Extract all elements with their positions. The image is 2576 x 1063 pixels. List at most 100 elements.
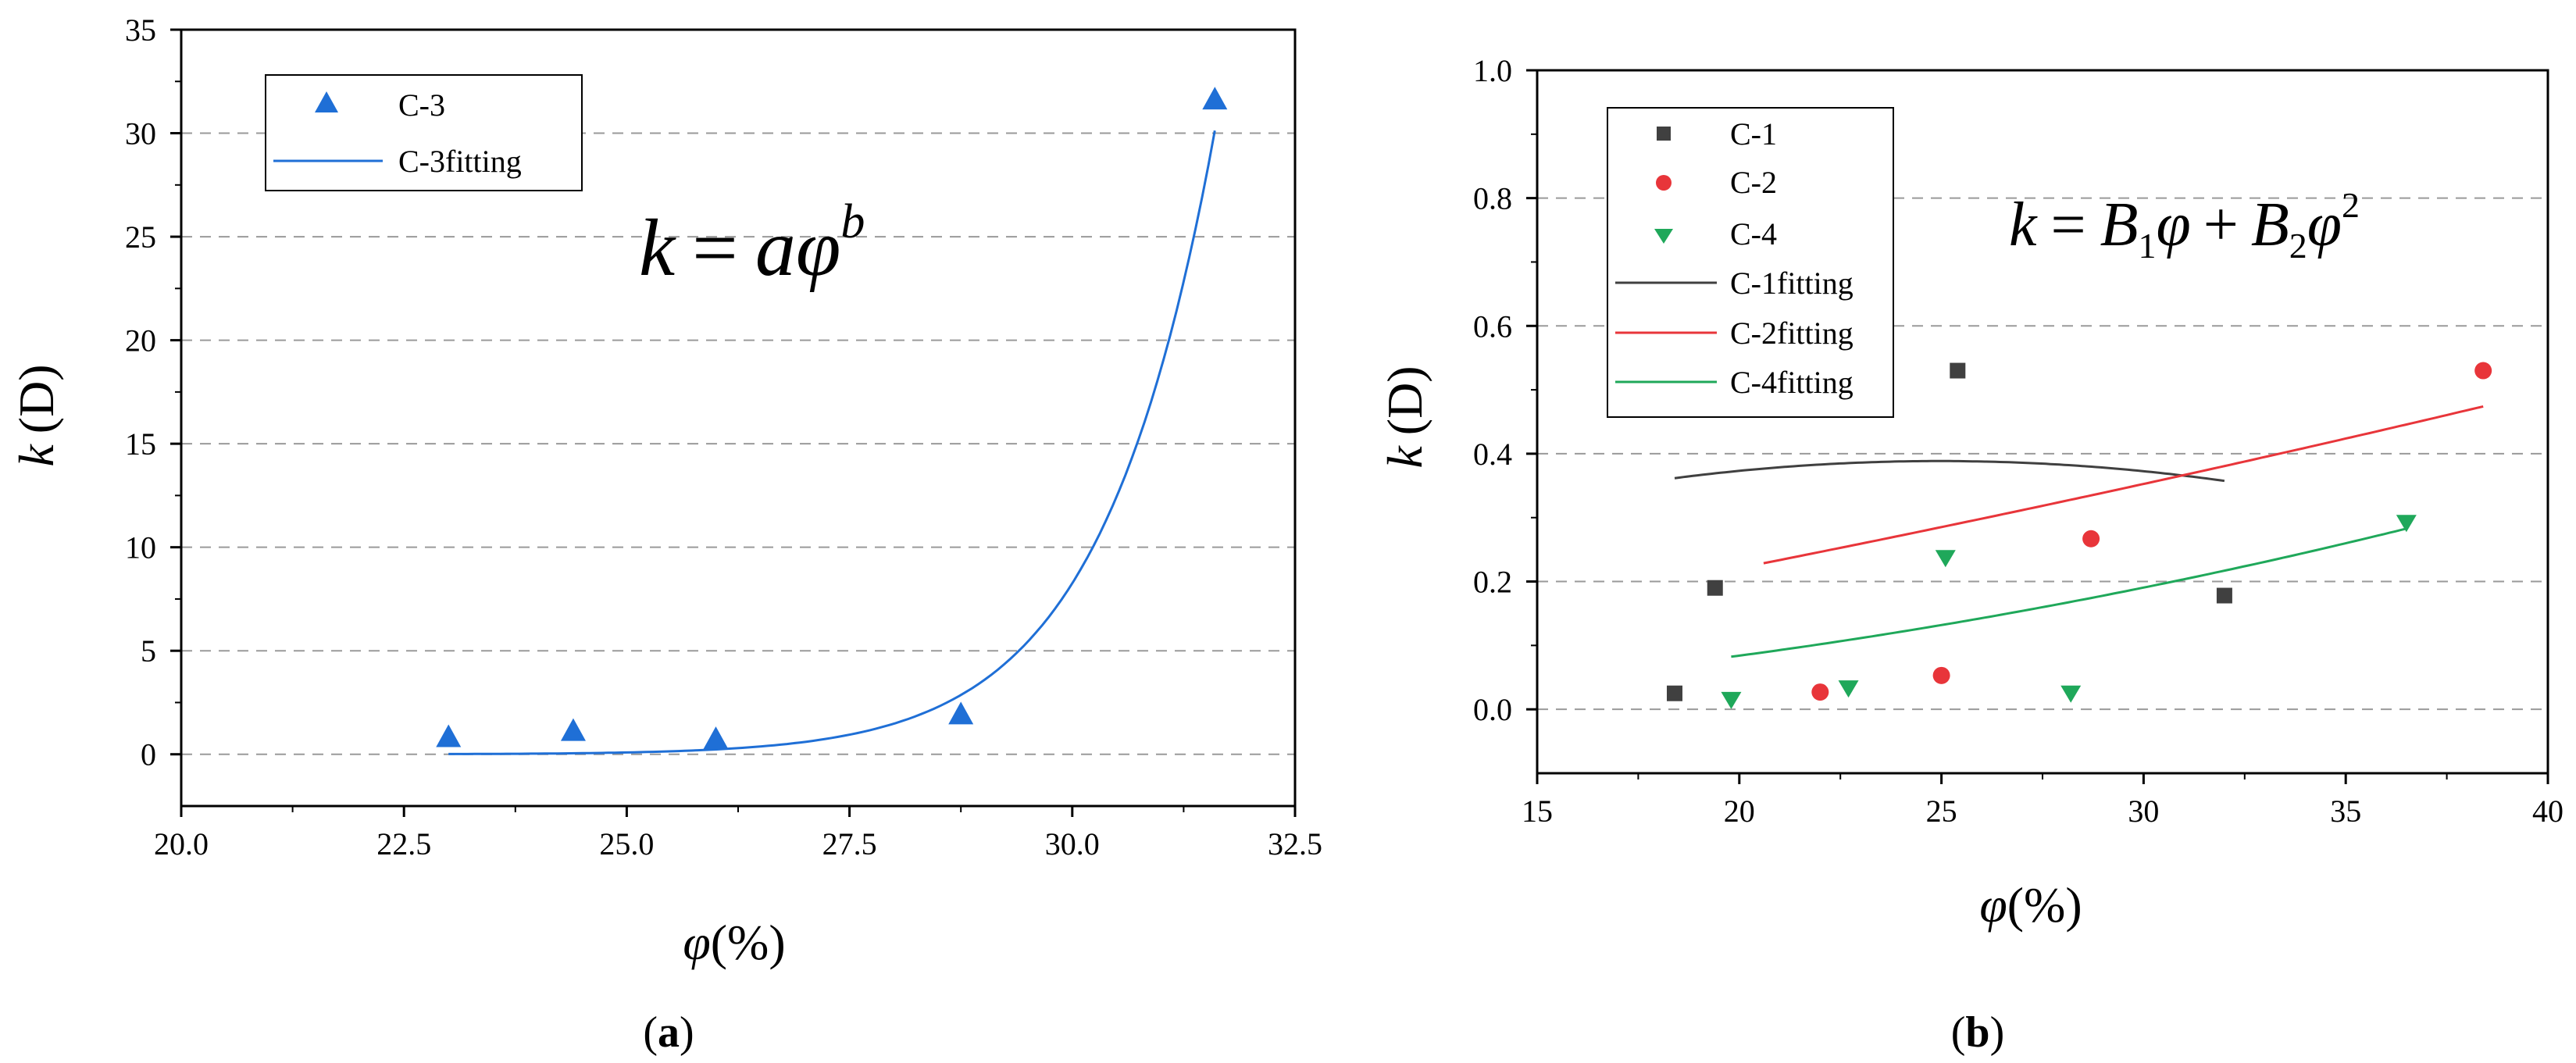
chart-b-y-tick-label: 0.6	[1473, 309, 1512, 344]
chart-a-y-tick-label: 35	[125, 12, 156, 48]
chart-b-point-c-4	[1721, 691, 1742, 709]
chart-a-fit-c-3fitting	[448, 130, 1216, 755]
chart-b-legend-marker-c2	[1656, 175, 1672, 191]
chart-b-formula-b2-sub: 2	[2289, 226, 2307, 266]
chart-b-y-tick-label: 0.4	[1473, 437, 1512, 472]
chart-a-y-tick-label: 15	[125, 426, 156, 462]
chart-b-data-points	[1666, 362, 2492, 709]
chart-a-gridlines	[181, 132, 1295, 755]
chart-b-point-c-2	[2082, 530, 2100, 548]
chart-b-point-c-2	[1932, 666, 1950, 684]
chart-b-legend: C-1 C-2 C-4 C-1fitting C-2fitting C-4fit…	[1607, 107, 1894, 418]
chart-a-legend-marker-c3	[315, 91, 338, 112]
chart-a-legend-box	[265, 74, 583, 191]
chart-a-ticks: 0 5 10 15 20 25 30 35 20.0 22.5 25.0 27.5 30.0 32.5	[125, 12, 1322, 861]
chart-a-fit-curves	[448, 130, 1216, 755]
chart-a-point-c-3	[703, 726, 729, 750]
chart-b-legend-label-c4: C-4	[1730, 216, 1777, 251]
chart-a-y-tick-label: 10	[125, 530, 156, 565]
chart-b-ticks: 0.0 0.2 0.4 0.6 0.8 1.0 15 20 25 30 35 40	[1473, 53, 2564, 829]
chart-b-formula-plus: +	[2203, 191, 2239, 259]
chart-b-y-axis-symbol: k	[1377, 445, 1432, 469]
chart-b-formula-var2: φ	[2307, 191, 2342, 259]
chart-b-x-tick-label: 25	[1926, 794, 1957, 829]
chart-b-formula-b1: B	[2100, 191, 2139, 259]
chart-b-y-axis-title: k (D)	[1377, 366, 1432, 468]
chart-b-formula-b1-sub: 1	[2139, 226, 2157, 266]
chart-b-x-tick-label: 20	[1724, 794, 1755, 829]
chart-b-point-c-4	[1838, 680, 1859, 698]
chart-b-x-axis-symbol: φ	[1979, 877, 2007, 933]
chart-b-formula-var1: φ	[2157, 191, 2191, 259]
chart-a-legend: C-3 C-3fitting	[265, 74, 583, 191]
chart-a: 0 5 10 15 20 25 30 35 20.0 22.5 25.0 27.5 30.0 32.5 k…	[9, 12, 1322, 1057]
chart-b-y-tick-label: 0.2	[1473, 565, 1512, 600]
chart-b-fit-c-4fitting	[1731, 527, 2407, 658]
chart-b-fit-c-2fitting	[1763, 405, 2484, 565]
chart-b-point-c-2	[1811, 683, 1829, 701]
chart-b-x-tick-label: 30	[2128, 794, 2159, 829]
chart-b-point-c-4	[2060, 685, 2082, 703]
chart-a-y-tick-label: 0	[141, 737, 156, 772]
chart-a-x-tick-label: 20.0	[154, 826, 209, 861]
chart-a-y-tick-label: 30	[125, 116, 156, 152]
chart-a-y-tick-label: 20	[125, 323, 156, 358]
chart-b-legend-box	[1607, 107, 1894, 418]
chart-b-x-tick-label: 35	[2330, 794, 2361, 829]
chart-a-data-points	[436, 87, 1228, 750]
chart-b-legend-label-c1-fitting: C-1fitting	[1730, 266, 1854, 301]
chart-a-x-tick-label: 32.5	[1268, 826, 1322, 861]
chart-b-point-c-4	[2396, 515, 2417, 533]
chart-a-legend-label-c3: C-3	[398, 87, 445, 123]
chart-b-y-tick-label: 0.0	[1473, 692, 1512, 727]
chart-b-y-tick-label: 1.0	[1473, 53, 1512, 88]
chart-b-legend-label-c1: C-1	[1730, 116, 1777, 152]
chart-b-point-c-1	[2216, 587, 2232, 604]
chart-a-point-c-3	[1202, 87, 1228, 110]
chart-a-x-tick-label: 22.5	[376, 826, 431, 861]
chart-b-x-tick-label: 40	[2532, 794, 2564, 829]
chart-a-y-axis-symbol: k	[9, 444, 64, 467]
chart-b-legend-label-c2: C-2	[1730, 165, 1777, 200]
chart-a-x-axis-unit: (%)	[711, 915, 786, 970]
chart-a-y-tick-label: 5	[141, 633, 156, 669]
chart-a-x-axis-symbol: φ	[683, 915, 710, 970]
chart-b: 0.00.20.40.60.81.015 20 25 30 35 40 k(D) φ(%)…	[1377, 53, 2564, 1057]
chart-b-point-c-1	[1950, 362, 1966, 379]
chart-a-formula-eq: =	[692, 203, 738, 293]
chart-b-formula-eq: =	[2051, 191, 2086, 259]
chart-b-legend-marker-c1	[1657, 127, 1671, 141]
chart-a-x-tick-label: 30.0	[1045, 826, 1100, 861]
chart-b-legend-label-c2-fitting: C-2fitting	[1730, 316, 1854, 351]
chart-b-subfigure-label: (b)	[1951, 1008, 2004, 1057]
chart-a-formula-rhs: aφ	[755, 203, 841, 293]
chart-a-x-axis-title: φ(%)	[683, 915, 785, 970]
chart-b-formula: k = B1φ + B2φ2	[2009, 185, 2360, 266]
chart-a-formula-lhs: k	[639, 203, 676, 293]
chart-b-x-tick-label: 15	[1522, 794, 1553, 829]
chart-b-x-axis-title: φ(%)	[1979, 877, 2082, 933]
chart-a-legend-label-c3-fitting: C-3fitting	[398, 144, 522, 179]
chart-b-formula-lhs: k	[2009, 191, 2038, 259]
chart-b-fit-curves	[1674, 405, 2484, 658]
chart-a-formula-exponent: b	[840, 195, 865, 248]
chart-a-point-c-3	[560, 718, 586, 741]
chart-b-point-c-1	[1666, 685, 1682, 701]
chart-b-y-tick-label: 0.8	[1473, 181, 1512, 216]
chart-a-y-tick-label: 25	[125, 219, 156, 255]
chart-a-x-tick-label: 25.0	[599, 826, 654, 861]
chart-a-y-axis-title: k (D)	[9, 364, 64, 466]
chart-b-point-c-1	[1707, 580, 1723, 596]
chart-b-legend-marker-c4	[1654, 229, 1673, 244]
chart-b-point-c-2	[2474, 362, 2492, 380]
chart-b-x-axis-unit: (%)	[2007, 877, 2082, 933]
chart-b-legend-label-c4-fitting: C-4fitting	[1730, 365, 1854, 400]
chart-b-fit-c-1fitting	[1674, 459, 2225, 483]
chart-a-point-c-3	[948, 701, 974, 725]
chart-a-subfigure-label: (a)	[643, 1008, 694, 1057]
chart-a-y-axis-unit: (D)	[9, 364, 64, 433]
chart-b-point-c-4	[1935, 550, 1956, 568]
chart-a-point-c-3	[436, 724, 462, 747]
chart-a-x-tick-label: 27.5	[822, 826, 877, 861]
